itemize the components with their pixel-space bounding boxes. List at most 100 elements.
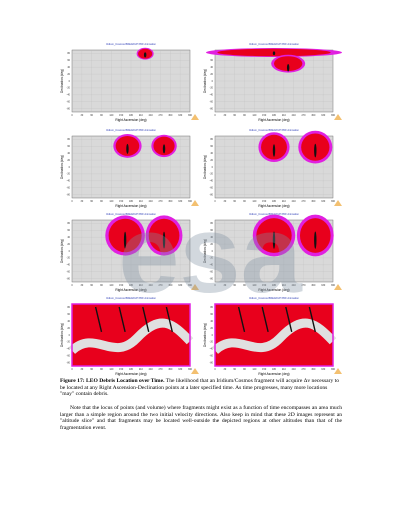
y-tick-label: 0 [69, 166, 71, 169]
debris-core [286, 64, 290, 72]
x-tick-label: 330 [321, 114, 326, 117]
x-tick-label: 270 [159, 368, 164, 371]
core-streak [237, 306, 246, 333]
x-tick-label: 240 [149, 114, 154, 117]
y-tick-label: 40 [67, 66, 70, 69]
x-tick-label: 240 [149, 368, 154, 371]
x-tick-label: 360 [331, 368, 336, 371]
figure-caption: Figure 17: LEO Debris Location over Time… [60, 378, 342, 398]
x-tick-label: 240 [292, 200, 297, 203]
y-axis-label: Declination (deg) [60, 69, 64, 93]
x-tick-label: 240 [149, 200, 154, 203]
x-tick-label: 360 [331, 284, 336, 287]
panel-title: Iridium_Cosmos BREAKUP PDF Animation [106, 128, 156, 132]
x-tick-label: 270 [302, 368, 307, 371]
y-tick-label: -40 [67, 94, 71, 97]
x-tick-label: 180 [272, 200, 277, 203]
y-tick-label: -20 [210, 341, 214, 344]
x-tick-label: 30 [223, 200, 226, 203]
y-tick-label: -80 [67, 361, 71, 364]
x-tick-label: 120 [252, 200, 257, 203]
x-tick-label: 330 [321, 284, 326, 287]
x-tick-label: 300 [311, 284, 316, 287]
x-tick-label: 240 [292, 368, 297, 371]
x-tick-label: 240 [292, 284, 297, 287]
x-tick-label: 90 [100, 114, 103, 117]
y-tick-label: 0 [212, 334, 214, 337]
x-tick-label: 300 [168, 200, 173, 203]
x-tick-label: 0 [214, 368, 216, 371]
plot-panel: Iridium_Cosmos BREAKUP PDF Animation 0 30 6… [60, 42, 199, 122]
y-tick-label: 20 [210, 159, 213, 162]
y-tick-label: -80 [210, 361, 214, 364]
x-tick-label: 0 [71, 368, 73, 371]
debris-core [314, 143, 317, 158]
x-tick-label: 60 [90, 368, 93, 371]
plot-panel: Iridium_Cosmos BREAKUP PDF Animation 0 30 6… [203, 296, 342, 376]
y-tick-label: 20 [210, 327, 213, 330]
x-tick-label: 180 [272, 114, 277, 117]
plot-panel: Iridium_Cosmos BREAKUP PDF Animation 0 30 6… [60, 212, 199, 292]
panel-title: Iridium_Cosmos BREAKUP PDF Animation [106, 212, 156, 216]
y-tick-label: -40 [67, 348, 71, 351]
x-tick-label: 60 [90, 114, 93, 117]
y-tick-label: 40 [67, 236, 70, 239]
watermark: esa [118, 193, 302, 316]
y-tick-label: 0 [69, 334, 71, 337]
x-tick-label: 60 [90, 200, 93, 203]
corner-logo [334, 368, 342, 374]
x-axis-label: Right Ascension (deg) [115, 204, 146, 208]
y-tick-label: 60 [67, 59, 70, 62]
core-streak [165, 306, 173, 333]
y-tick-label: -80 [210, 193, 214, 196]
x-tick-label: 270 [302, 200, 307, 203]
x-tick-label: 150 [119, 200, 124, 203]
x-tick-label: 270 [302, 114, 307, 117]
y-tick-label: -60 [67, 100, 71, 103]
debris-region [215, 304, 333, 366]
figure: Iridium_Cosmos BREAKUP PDF Animation 0 30 6… [60, 42, 342, 376]
x-tick-label: 120 [109, 200, 114, 203]
x-tick-label: 210 [139, 368, 144, 371]
y-tick-label: -40 [210, 348, 214, 351]
x-tick-label: 180 [129, 368, 134, 371]
plot-panel: Iridium_Cosmos BREAKUP PDF Animation 0 30 6… [203, 128, 342, 208]
x-tick-label: 270 [159, 114, 164, 117]
y-tick-label: -40 [210, 180, 214, 183]
x-tick-label: 270 [159, 200, 164, 203]
x-tick-label: 0 [71, 284, 73, 287]
x-tick-label: 330 [178, 284, 183, 287]
caption-label: Figure 17: LEO Debris Location over Time… [60, 378, 165, 384]
y-tick-label: 0 [212, 166, 214, 169]
x-tick-label: 60 [233, 114, 236, 117]
y-tick-label: -60 [67, 186, 71, 189]
x-axis-label: Right Ascension (deg) [258, 118, 289, 122]
debris-core [126, 143, 129, 154]
y-tick-label: -60 [210, 100, 214, 103]
x-tick-label: 90 [243, 200, 246, 203]
core-streak [285, 306, 293, 333]
y-tick-label: -40 [67, 264, 71, 267]
x-tick-label: 60 [90, 284, 93, 287]
y-tick-label: 0 [69, 250, 71, 253]
x-tick-label: 0 [214, 284, 216, 287]
y-tick-label: -20 [67, 173, 71, 176]
x-tick-label: 60 [233, 200, 236, 203]
y-tick-label: 20 [67, 159, 70, 162]
x-tick-label: 180 [272, 368, 277, 371]
x-axis-label: Right Ascension (deg) [115, 288, 146, 292]
y-axis-label: Declination (deg) [60, 239, 64, 263]
y-tick-label: -80 [67, 277, 71, 280]
core-streak [94, 306, 103, 333]
x-tick-label: 330 [178, 114, 183, 117]
y-tick-label: 60 [67, 313, 70, 316]
x-tick-label: 150 [262, 284, 267, 287]
x-tick-label: 30 [80, 114, 83, 117]
x-tick-label: 0 [214, 200, 216, 203]
y-tick-label: 80 [210, 306, 213, 309]
plot-panel: Iridium_Cosmos BREAKUP PDF Animation 0 30 6… [203, 212, 342, 292]
x-tick-label: 300 [168, 284, 173, 287]
x-tick-label: 60 [233, 284, 236, 287]
y-tick-label: -40 [210, 264, 214, 267]
panel-title: Iridium_Cosmos BREAKUP PDF Animation [106, 42, 156, 46]
